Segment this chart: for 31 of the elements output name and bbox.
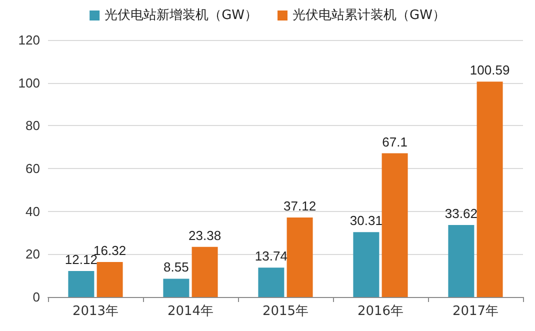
y-tick-label: 80 [26,118,40,134]
y-tick-label: 60 [26,161,40,176]
bar [353,232,380,297]
bar [448,224,474,297]
y-tick-label: 0 [32,290,40,304]
y-tick-label: 120 [18,32,40,48]
x-tick-label: 2014年 [167,304,214,319]
x-tick-label: 2016年 [357,304,404,319]
data-label: 8.55 [164,260,189,275]
legend-label: 光伏电站累计装机（GW） [292,8,446,23]
x-tick-label: 2017年 [452,304,499,319]
legend-label: 光伏电站新增装机（GW） [104,8,258,23]
bar [258,268,284,297]
data-label: 100.59 [470,62,510,78]
y-tick-label: 40 [26,204,40,219]
data-label: 67.1 [382,134,408,150]
bar [192,246,218,297]
bar [68,271,94,297]
y-tick-label: 20 [26,246,40,262]
bar [286,218,313,297]
x-tick-label: 2015年 [262,304,309,319]
data-label: 37.12 [284,198,316,214]
bar [476,82,503,297]
bar [163,278,190,297]
y-tick-label: 100 [18,75,40,90]
bar [382,153,408,297]
bar [96,262,123,297]
x-tick-label: 2013年 [72,304,119,319]
data-label: 23.38 [188,228,222,243]
data-label: 30.31 [350,213,382,228]
data-label: 33.62 [444,206,478,221]
